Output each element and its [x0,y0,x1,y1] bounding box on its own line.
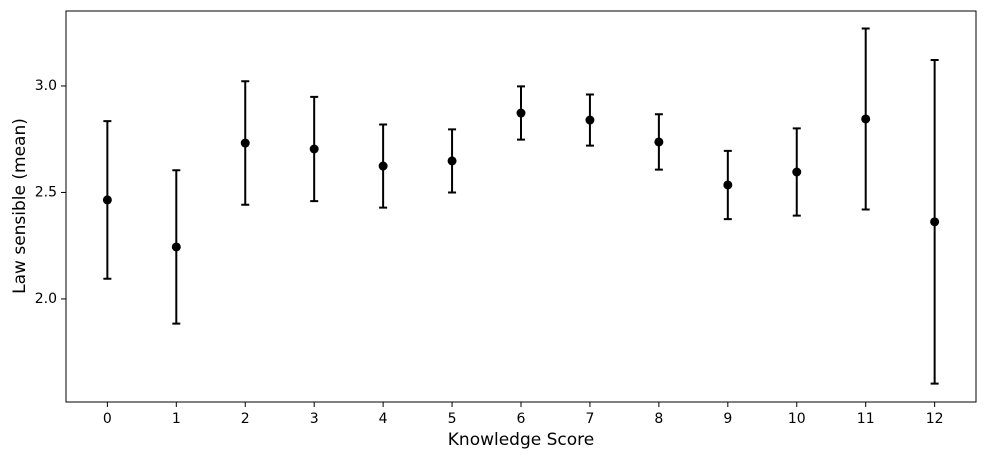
x-tick-label: 12 [926,411,944,427]
x-tick-label: 4 [379,411,388,427]
y-tick-label: 2.0 [35,291,57,307]
x-tick-label: 11 [857,411,875,427]
x-tick-label: 6 [517,411,526,427]
point [861,114,871,124]
x-tick-label: 8 [654,411,663,427]
x-tick-label: 5 [448,411,457,427]
x-tick-label: 7 [585,411,594,427]
y-tick-label: 3.0 [35,78,57,94]
y-tick-label: 2.5 [35,184,57,200]
point [378,161,388,171]
point [240,138,250,148]
point [723,180,733,190]
point [516,108,526,118]
x-tick-label: 2 [241,411,250,427]
point [792,167,802,177]
y-axis-label: Law sensible (mean) [10,118,30,294]
point [309,144,319,154]
plot-frame [65,10,977,403]
point [171,242,181,252]
x-tick-label: 0 [103,411,112,427]
x-tick-label: 10 [788,411,806,427]
x-tick-label: 9 [723,411,732,427]
point [654,137,664,147]
point [102,195,112,205]
point [930,217,940,227]
x-axis-label: Knowledge Score [448,430,594,450]
x-tick-label: 3 [310,411,319,427]
point [447,156,457,166]
x-tick-label: 1 [172,411,181,427]
point [585,115,595,125]
